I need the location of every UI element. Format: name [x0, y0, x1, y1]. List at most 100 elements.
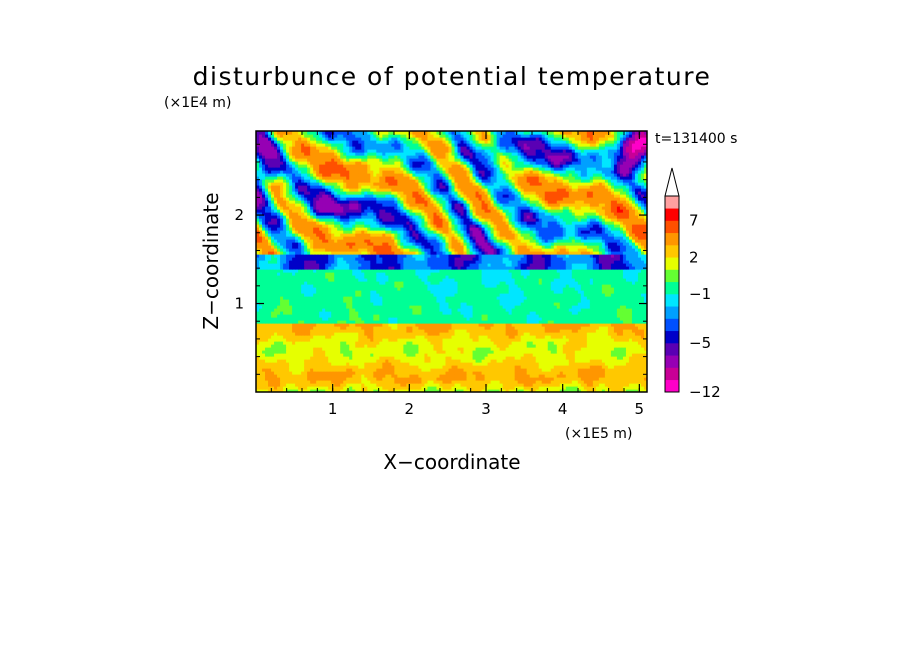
heatmap-cell — [586, 341, 591, 345]
heatmap-cell — [556, 329, 561, 333]
heatmap-cell — [343, 326, 347, 330]
heatmap-cell — [400, 296, 404, 300]
heatmap-cell — [298, 311, 302, 315]
heatmap-cell — [286, 371, 290, 375]
heatmap-cell — [490, 335, 495, 339]
heatmap-cell — [457, 293, 462, 297]
heatmap-cell — [481, 380, 486, 384]
heatmap-cell — [355, 287, 359, 291]
heatmap-cell — [526, 365, 531, 369]
heatmap-cell — [433, 371, 438, 375]
heatmap-cell — [553, 326, 558, 330]
heatmap-cell — [313, 278, 317, 282]
heatmap-cell — [505, 311, 510, 315]
heatmap-cell — [625, 374, 630, 378]
heatmap-cell — [544, 332, 549, 336]
heatmap-cell — [376, 278, 380, 282]
heatmap-cell — [325, 302, 329, 306]
heatmap-cell — [358, 299, 362, 303]
heatmap-cell — [580, 362, 585, 366]
heatmap-cell — [505, 308, 510, 312]
heatmap-cell — [631, 332, 636, 336]
heatmap-cell — [640, 371, 645, 375]
heatmap-cell — [259, 287, 263, 291]
heatmap-cell — [478, 332, 483, 336]
heatmap-cell — [286, 341, 290, 345]
heatmap-cell — [634, 287, 639, 291]
heatmap-cell — [637, 326, 642, 330]
heatmap-cell — [328, 311, 332, 315]
heatmap-cell — [433, 293, 438, 297]
heatmap-cell — [508, 386, 513, 390]
heatmap-cell — [262, 338, 266, 342]
heatmap-cell — [295, 335, 299, 339]
heatmap-cell — [256, 338, 260, 342]
heatmap-cell — [475, 362, 480, 366]
heatmap-cell — [484, 326, 489, 330]
heatmap-cell — [268, 329, 272, 333]
heatmap-cell — [505, 293, 510, 297]
heatmap-cell — [394, 284, 398, 288]
heatmap-cell — [598, 356, 603, 360]
heatmap-cell — [565, 281, 570, 285]
heatmap-cell — [325, 287, 329, 291]
heatmap-cell — [589, 380, 594, 384]
heatmap-cell — [361, 290, 365, 294]
heatmap-cell — [529, 368, 534, 372]
heatmap-cell — [457, 383, 462, 387]
heatmap-cell — [601, 317, 606, 321]
heatmap-cell — [340, 353, 344, 357]
heatmap-cell — [487, 332, 492, 336]
heatmap-cell — [472, 365, 477, 369]
heatmap-cell — [259, 338, 263, 342]
heatmap-cell — [520, 374, 525, 378]
heatmap-cell — [289, 329, 293, 333]
heatmap-cell — [373, 323, 377, 327]
heatmap-cell — [622, 338, 627, 342]
heatmap-cell — [442, 323, 447, 327]
heatmap-cell — [502, 365, 507, 369]
heatmap-cell — [565, 383, 570, 387]
heatmap-cell — [415, 293, 420, 297]
heatmap-cell — [445, 308, 450, 312]
heatmap-cell — [382, 353, 386, 357]
heatmap-cell — [358, 293, 362, 297]
heatmap-cell — [295, 356, 299, 360]
heatmap-cell — [640, 386, 645, 390]
heatmap-cell — [568, 320, 573, 324]
heatmap-cell — [484, 287, 489, 291]
heatmap-cell — [550, 386, 555, 390]
heatmap-cell — [565, 317, 570, 321]
heatmap-cell — [532, 344, 537, 348]
heatmap-cell — [505, 323, 510, 327]
heatmap-cell — [328, 344, 332, 348]
heatmap-cell — [292, 386, 296, 390]
heatmap-cell — [490, 359, 495, 363]
heatmap-cell — [307, 386, 311, 390]
heatmap-cell — [301, 284, 305, 288]
heatmap-cell — [328, 308, 332, 312]
heatmap-cell — [370, 326, 374, 330]
heatmap-cell — [481, 296, 486, 300]
heatmap-cell — [418, 365, 423, 369]
heatmap-cell — [634, 362, 639, 366]
heatmap-cell — [535, 362, 540, 366]
heatmap-cell — [385, 290, 389, 294]
heatmap-cell — [316, 323, 320, 327]
heatmap-cell — [421, 287, 426, 291]
heatmap-cell — [454, 296, 459, 300]
heatmap-cell — [598, 335, 603, 339]
heatmap-cell — [544, 341, 549, 345]
heatmap-cell — [370, 290, 374, 294]
heatmap-cell — [409, 329, 413, 333]
heatmap-cell — [325, 332, 329, 336]
heatmap-cell — [421, 356, 426, 360]
heatmap-cell — [523, 383, 528, 387]
heatmap-cell — [628, 365, 633, 369]
heatmap-cell — [643, 356, 647, 360]
heatmap-cell — [424, 305, 429, 309]
heatmap-cell — [361, 356, 365, 360]
heatmap-cell — [316, 314, 320, 318]
heatmap-cell — [265, 299, 269, 303]
heatmap-cell — [559, 377, 564, 381]
